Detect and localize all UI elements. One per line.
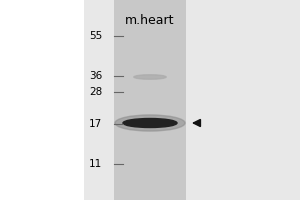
Text: 28: 28 [89, 87, 102, 97]
Ellipse shape [115, 115, 185, 131]
FancyBboxPatch shape [0, 0, 84, 200]
Ellipse shape [123, 118, 177, 128]
Text: 11: 11 [89, 159, 102, 169]
FancyBboxPatch shape [84, 0, 300, 200]
Ellipse shape [134, 75, 166, 79]
Text: 36: 36 [89, 71, 102, 81]
Text: m.heart: m.heart [125, 14, 175, 27]
Text: 17: 17 [89, 119, 102, 129]
Text: 55: 55 [89, 31, 102, 41]
FancyBboxPatch shape [114, 0, 186, 200]
